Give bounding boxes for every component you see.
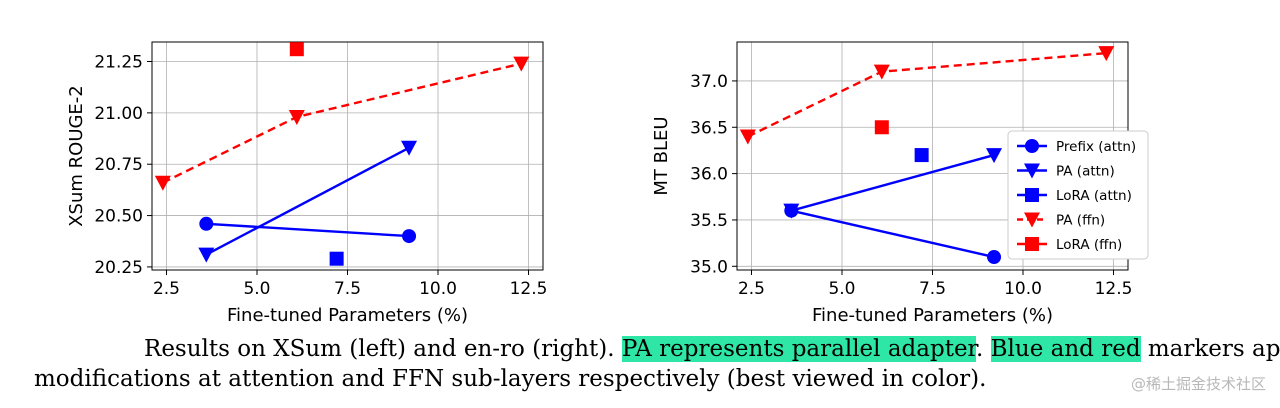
right-ylabel: MT BLEU [651, 116, 672, 195]
right-ytick-label-3: 36.5 [690, 118, 728, 138]
right-series-4 [874, 120, 889, 135]
caption-text-1: Results on XSum (left) and en-ro (right)… [144, 336, 622, 362]
left-xtick-label-1: 5.0 [243, 279, 270, 299]
right-legend-marker-3 [1024, 212, 1040, 228]
left-series-0 [199, 216, 417, 244]
left-series-1 [198, 140, 418, 263]
right-series-0 [784, 203, 1002, 265]
right-xtick-label-0: 2.5 [738, 279, 765, 299]
caption-text-2: . [976, 336, 991, 362]
right-ytick-label-4: 37.0 [690, 72, 728, 92]
caption-text-3: markers apply [1147, 336, 1280, 362]
caption-highlight-colors: Blue and red [990, 336, 1141, 362]
right-series-3-point-1 [873, 64, 890, 80]
right-series-0-point-1 [987, 250, 1002, 265]
right-legend-item-0: Prefix (attn) [1017, 139, 1136, 155]
left-series-2 [329, 251, 344, 266]
right-legend-item-1: PA (attn) [1017, 163, 1115, 180]
caption-line-1: Results on XSum (left) and en-ro (right)… [34, 334, 1280, 364]
right-series-1-point-0 [783, 203, 800, 219]
left-xlabel: Fine-tuned Parameters (%) [227, 305, 468, 326]
left-ytick-label-0: 20.25 [94, 258, 143, 278]
right-series-3-point-2 [1098, 46, 1115, 62]
right-series-1-point-1 [986, 148, 1003, 164]
left-xtick-label-2: 7.5 [334, 279, 361, 299]
right-xlabel: Fine-tuned Parameters (%) [812, 305, 1053, 326]
watermark: @稀土掘金技术社区 [1130, 375, 1266, 393]
right-legend-marker-4 [1025, 237, 1039, 251]
left-xtick-label-4: 12.5 [510, 279, 548, 299]
left-series-4-point-0 [289, 42, 304, 57]
right-legend-label-4: LoRA (ffn) [1056, 237, 1122, 253]
caption-highlight-pa: PA represents parallel adapter [621, 336, 977, 362]
left-series-2-point-0 [329, 251, 344, 266]
right-legend-item-2: LoRA (attn) [1017, 188, 1132, 204]
left-series-0-point-0 [199, 216, 214, 231]
right-ytick-label-2: 36.0 [690, 165, 728, 185]
right-series-3 [739, 46, 1115, 145]
right-legend-label-1: PA (attn) [1056, 164, 1115, 180]
left-ytick-label-1: 20.50 [94, 207, 143, 227]
figure-caption: Results on XSum (left) and en-ro (right)… [34, 334, 1280, 394]
left-ytick-label-3: 21.00 [94, 104, 143, 124]
right-xtick-label-3: 10.0 [1004, 279, 1042, 299]
left-series-3-point-0 [154, 175, 171, 191]
left-series-1-line [205, 146, 410, 256]
left-series-1-point-0 [198, 247, 215, 263]
right-legend-item-4: LoRA (ffn) [1017, 237, 1122, 253]
right-series-2 [914, 148, 929, 163]
left-ytick-label-2: 20.75 [94, 155, 143, 175]
right-legend-label-0: Prefix (attn) [1056, 139, 1136, 155]
left-series-3-line [162, 62, 522, 184]
right-series-0-line [791, 209, 995, 259]
right-series-1 [783, 148, 1003, 219]
right-ytick-label-0: 35.0 [690, 257, 728, 277]
right-legend-label-3: PA (ffn) [1056, 213, 1105, 229]
left-series-3 [154, 56, 530, 191]
right-series-3-point-0 [739, 129, 756, 145]
right-legend-label-2: LoRA (attn) [1056, 188, 1132, 204]
right-legend-item-3: PA (ffn) [1017, 212, 1105, 229]
right-xtick-label-2: 7.5 [919, 279, 946, 299]
right-series-4-point-0 [874, 120, 889, 135]
right-legend-marker-1 [1024, 163, 1040, 179]
right-legend-marker-0 [1025, 139, 1039, 153]
right-series-2-point-0 [914, 148, 929, 163]
right-xtick-label-1: 5.0 [828, 279, 855, 299]
left-series-0-line [206, 222, 410, 238]
left-series-3-point-2 [513, 56, 530, 72]
right-legend-marker-2 [1025, 188, 1039, 202]
left-xtick-label-3: 10.0 [419, 279, 457, 299]
left-ylabel: XSum ROUGE-2 [66, 85, 87, 227]
right-legend-box [1007, 130, 1149, 260]
right-xtick-label-4: 12.5 [1095, 279, 1133, 299]
left-xtick-label-0: 2.5 [153, 279, 180, 299]
left-series-0-point-1 [402, 229, 417, 244]
caption-line-2: modifications at attention and FFN sub-l… [34, 366, 987, 392]
right-ytick-label-1: 35.5 [690, 211, 728, 231]
left-series-4 [289, 42, 304, 57]
right-series-3-line [747, 51, 1107, 138]
right-series-1-line [790, 153, 995, 212]
left-series-1-point-1 [401, 140, 418, 156]
left-ytick-label-4: 21.25 [94, 53, 143, 73]
left-series-3-point-1 [288, 109, 305, 125]
figure-charts: 2.5 5.0 7.5 10.0 12.5 20.25 20.50 20.75 21.00 21.… [66, 41, 1149, 326]
